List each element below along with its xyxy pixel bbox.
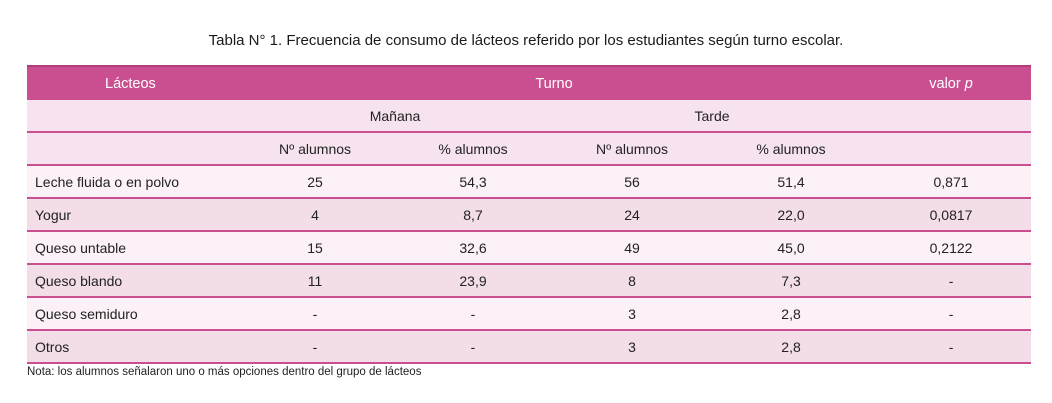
cell-tarde-n: 3 [553,297,711,331]
table-row: Queso blando 11 23,9 8 7,3 - [27,264,1032,298]
row-label: Otros [27,330,237,364]
cell-tarde-pct: 45,0 [711,231,872,265]
header-lacteos: Lácteos [27,65,237,100]
header-row-columns: Nº alumnos % alumnos Nº alumnos % alumno… [27,132,1032,166]
header-turno: Turno [237,65,872,100]
header-valor-p: valor p [871,65,1032,100]
cell-tarde-n: 49 [553,231,711,265]
cell-manana-pct: 54,3 [393,165,553,199]
cell-tarde-n: 24 [553,198,711,232]
row-label: Queso blando [27,264,237,298]
header-pct-alumnos-manana: % alumnos [393,132,553,166]
header-empty-cell [871,100,1032,133]
cell-tarde-pct: 2,8 [711,297,872,331]
cell-tarde-pct: 22,0 [711,198,872,232]
cell-tarde-pct: 2,8 [711,330,872,364]
header-pct-alumnos-tarde: % alumnos [711,132,872,166]
cell-valor-p: - [871,330,1032,364]
table-row: Yogur 4 8,7 24 22,0 0,0817 [27,198,1032,232]
header-tarde: Tarde [553,100,872,133]
cell-tarde-n: 8 [553,264,711,298]
table-row: Queso semiduro - - 3 2,8 - [27,297,1032,331]
cell-tarde-n: 56 [553,165,711,199]
header-p-label: p [964,75,973,92]
header-manana: Mañana [237,100,553,133]
cell-manana-n: - [237,330,393,364]
row-label: Leche fluida o en polvo [27,165,237,199]
cell-valor-p: 0,2122 [871,231,1032,265]
cell-manana-pct: - [393,297,553,331]
cell-tarde-pct: 7,3 [711,264,872,298]
row-label: Yogur [27,198,237,232]
header-row-main: Lácteos Turno valor p [27,65,1032,100]
consumption-table: Lácteos Turno valor p Mañana Tarde Nº al… [27,65,1032,364]
table-row: Leche fluida o en polvo 25 54,3 56 51,4 … [27,165,1032,199]
cell-valor-p: 0,871 [871,165,1032,199]
cell-manana-n: - [237,297,393,331]
header-valor-label: valor [929,75,961,92]
cell-manana-pct: 8,7 [393,198,553,232]
cell-valor-p: - [871,297,1032,331]
cell-manana-n: 25 [237,165,393,199]
table-note: Nota: los alumnos señalaron uno o más op… [27,366,422,378]
table-row: Queso untable 15 32,6 49 45,0 0,2122 [27,231,1032,265]
cell-manana-pct: 23,9 [393,264,553,298]
row-label: Queso untable [27,231,237,265]
cell-manana-n: 11 [237,264,393,298]
header-empty-cell [871,132,1032,166]
cell-tarde-pct: 51,4 [711,165,872,199]
cell-manana-pct: 32,6 [393,231,553,265]
cell-valor-p: - [871,264,1032,298]
table-row: Otros - - 3 2,8 - [27,330,1032,364]
table-caption: Tabla N° 1. Frecuencia de consumo de lác… [208,32,844,49]
cell-manana-pct: - [393,330,553,364]
header-n-alumnos-tarde: Nº alumnos [553,132,711,166]
header-empty-cell [27,132,237,166]
header-empty-cell [27,100,237,133]
header-n-alumnos-manana: Nº alumnos [237,132,393,166]
header-row-turno: Mañana Tarde [27,100,1032,133]
cell-manana-n: 15 [237,231,393,265]
cell-tarde-n: 3 [553,330,711,364]
row-label: Queso semiduro [27,297,237,331]
cell-manana-n: 4 [237,198,393,232]
cell-valor-p: 0,0817 [871,198,1032,232]
